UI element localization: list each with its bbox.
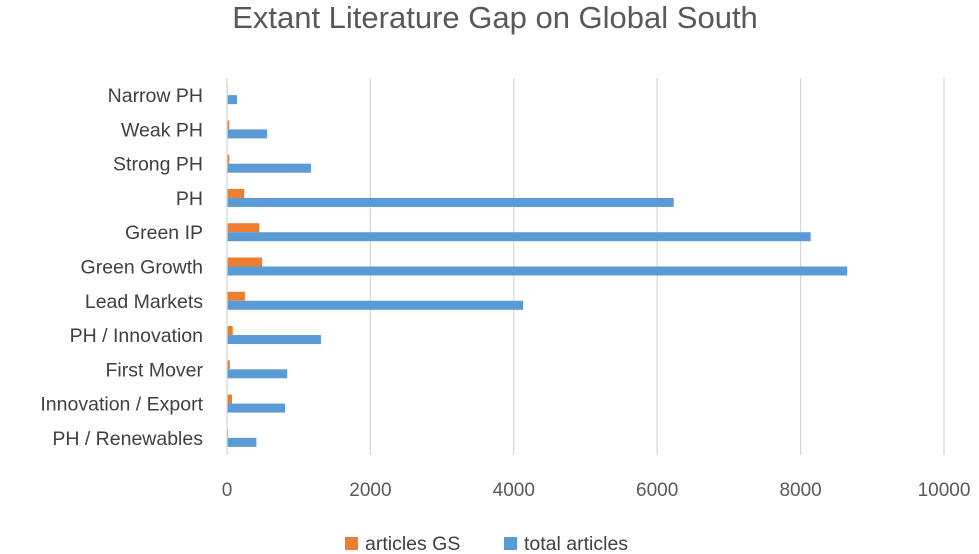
category-label: Lead Markets: [85, 291, 203, 313]
bar-articles-gs: [227, 120, 230, 130]
category-label: Weak PH: [121, 119, 203, 141]
category-label: First Mover: [106, 359, 204, 381]
bar-articles-gs: [227, 188, 245, 198]
bar-articles-gs: [227, 257, 263, 267]
category-label: PH / Innovation: [70, 325, 203, 347]
category-label: Green Growth: [81, 257, 203, 279]
bar-total-articles: [227, 403, 286, 413]
category-label: PH: [176, 188, 203, 210]
x-tick-labels: 0 2000 4000 6000 8000 10000: [222, 480, 971, 501]
legend-label: articles GS: [365, 533, 460, 554]
legend-swatch: [504, 537, 517, 550]
bar-total-articles: [227, 369, 288, 379]
bar-total-articles: [227, 335, 321, 345]
chart-title: Extant Literature Gap on Global South: [232, 0, 758, 35]
category-label: Narrow PH: [108, 85, 203, 107]
bar-articles-gs: [227, 223, 260, 233]
category-labels: Narrow PH Weak PH Strong PH PH Green IP Green…: [40, 85, 203, 450]
bar-articles-gs: [227, 326, 233, 336]
category-label: PH / Renewables: [52, 428, 203, 450]
x-tick-label: 0: [222, 480, 233, 501]
category-label: Strong PH: [113, 154, 203, 176]
legend: articles GS total articles: [345, 533, 628, 554]
x-tick-label: 8000: [779, 480, 821, 501]
bar-total-articles: [227, 129, 268, 139]
bar-articles-gs: [227, 360, 230, 370]
bar-articles-gs: [227, 291, 245, 301]
bar-articles-gs: [227, 154, 230, 164]
bar-total-articles: [227, 95, 238, 105]
category-label: Green IP: [125, 222, 203, 244]
legend-label: total articles: [524, 533, 628, 554]
bar-total-articles: [227, 437, 257, 447]
x-tick-label: 4000: [493, 480, 535, 501]
bar-total-articles: [227, 266, 848, 276]
category-label: Innovation / Export: [40, 394, 203, 416]
bar-total-articles: [227, 197, 674, 207]
bar-total-articles: [227, 232, 811, 242]
bar-articles-gs: [227, 394, 233, 404]
bars: [227, 86, 848, 447]
legend-swatch: [345, 537, 358, 550]
bar-total-articles: [227, 163, 311, 173]
x-tick-label: 10000: [918, 480, 971, 501]
x-tick-label: 6000: [636, 480, 678, 501]
bar-total-articles: [227, 300, 524, 310]
x-tick-label: 2000: [349, 480, 391, 501]
